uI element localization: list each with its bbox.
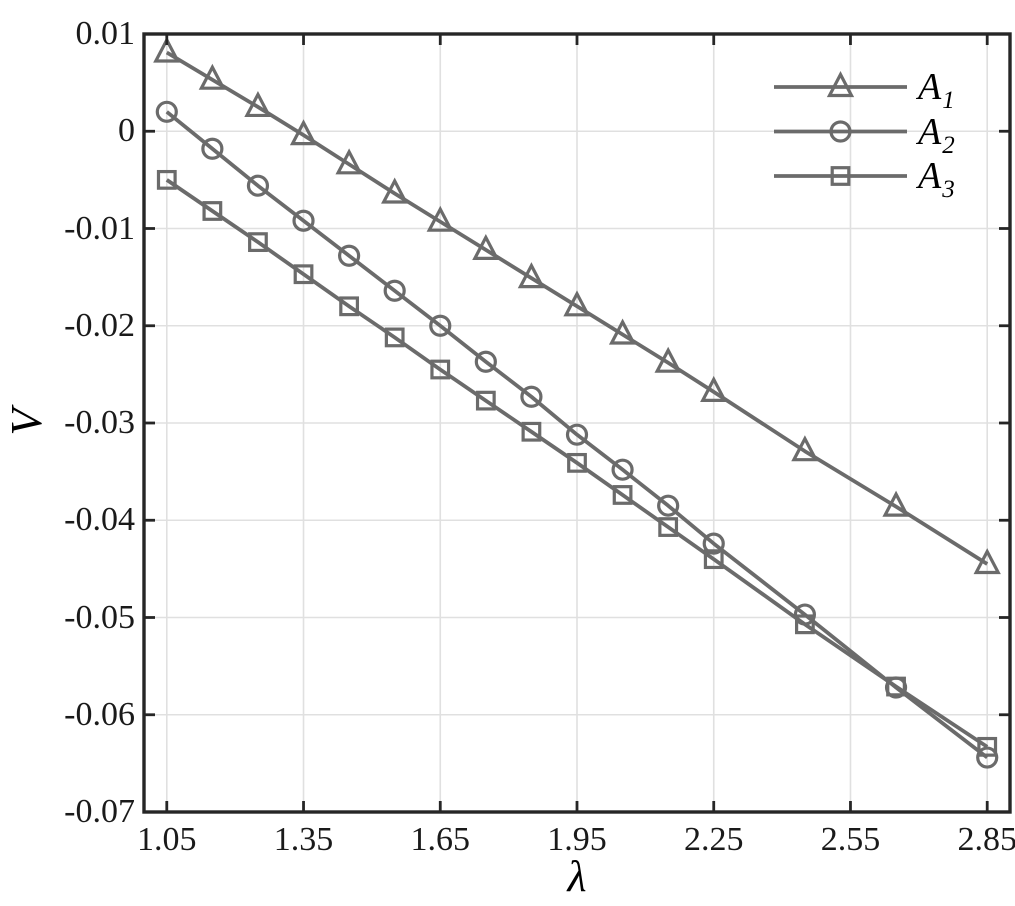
circle-marker [246, 174, 270, 197]
square-marker [384, 327, 405, 348]
circle-marker [383, 279, 406, 302]
square-marker [612, 485, 633, 505]
series-line-A1 [165, 50, 989, 566]
square-marker [658, 517, 679, 537]
square-marker [202, 201, 223, 221]
legend-triangle-icon [826, 71, 855, 98]
series-line-A2 [165, 110, 989, 760]
x-tick-label: 2.55 [820, 821, 881, 858]
circle-marker [611, 458, 634, 481]
x-tick-label: 2.25 [683, 821, 744, 858]
square-marker [977, 736, 998, 757]
square-marker [567, 452, 587, 473]
circle-marker [976, 746, 999, 769]
circle-marker [429, 314, 452, 337]
square-marker [156, 169, 177, 190]
triangle-marker [472, 233, 500, 260]
circle-marker [702, 532, 725, 555]
triangle-marker [426, 205, 454, 232]
triangle-marker [882, 490, 910, 517]
y-tick-label: -0.02 [64, 306, 135, 344]
legend-square-icon [830, 166, 851, 186]
triangle-marker [244, 90, 272, 118]
square-marker [339, 296, 360, 317]
triangle-marker [608, 318, 637, 345]
x-tick-label: 2.85 [957, 821, 1015, 858]
legend-label-A3: A3 [918, 149, 955, 203]
series-line-A3 [165, 178, 989, 749]
legend-label-A1: A1 [918, 60, 955, 114]
y-tick-label: -0.05 [64, 598, 135, 636]
legend-circle-icon [829, 120, 852, 143]
legend-series-subscript: 1 [942, 87, 955, 114]
square-marker [794, 614, 815, 635]
legend-series-name: A [918, 66, 942, 108]
circle-marker [657, 494, 680, 517]
triangle-marker [654, 346, 682, 373]
triangle-marker [153, 36, 181, 63]
triangle-marker [198, 63, 227, 90]
square-marker [430, 359, 451, 380]
legend-series-subscript: 2 [942, 131, 955, 159]
triangle-marker [791, 435, 819, 462]
x-tick-label: 1.35 [273, 821, 334, 858]
y-tick-label: -0.06 [64, 695, 135, 733]
legend-series-name: A [918, 155, 942, 197]
triangle-marker [700, 375, 728, 402]
triangle-marker [563, 290, 591, 317]
y-tick-label: -0.07 [64, 793, 135, 830]
circle-marker [474, 350, 497, 373]
triangle-marker [289, 119, 318, 146]
circle-marker [565, 423, 589, 446]
legend-series-name: A [918, 110, 942, 153]
x-tick-label: 1.95 [547, 821, 607, 858]
square-marker [703, 549, 724, 570]
y-tick-label: 0.01 [75, 15, 136, 52]
x-axis-label: λ [567, 852, 587, 901]
triangle-marker [381, 177, 409, 204]
x-tick-label: 1.05 [137, 821, 197, 858]
square-marker [293, 264, 314, 285]
y-axis-label: V [2, 408, 51, 436]
circle-marker [520, 385, 543, 408]
circle-marker [201, 137, 224, 160]
x-tick-label: 1.65 [410, 821, 471, 858]
y-tick-label: -0.04 [64, 501, 135, 539]
triangle-marker [973, 548, 1001, 575]
y-tick-label: -0.01 [64, 209, 135, 247]
triangle-marker [517, 262, 546, 289]
legend-series-subscript: 3 [942, 176, 955, 203]
circle-marker [338, 244, 361, 267]
y-tick-label: -0.03 [64, 404, 135, 441]
square-marker [521, 421, 542, 442]
triangle-marker [335, 148, 363, 175]
square-marker [886, 676, 906, 697]
y-tick-label: 0 [118, 112, 135, 150]
square-marker [475, 390, 496, 411]
circle-marker [292, 209, 315, 232]
circle-marker [155, 100, 178, 123]
square-marker [248, 232, 268, 253]
legend-label-A2: A2 [918, 105, 955, 159]
